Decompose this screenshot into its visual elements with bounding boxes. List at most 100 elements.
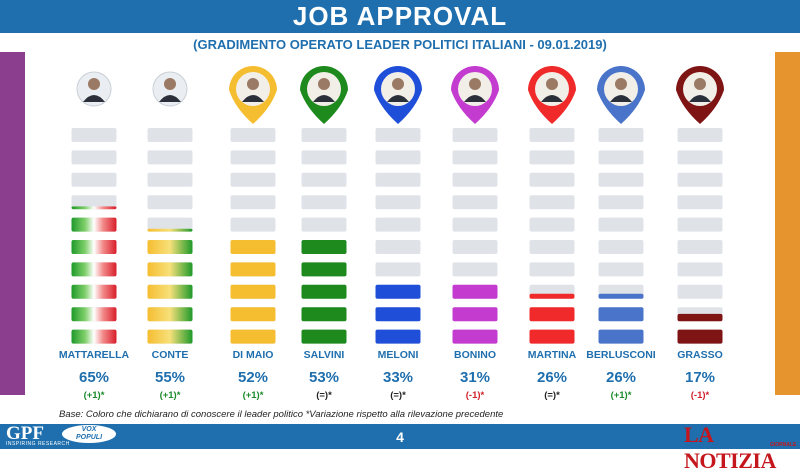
filled-block bbox=[147, 329, 193, 344]
right-accent-bar bbox=[775, 52, 800, 395]
leader-name: MATTARELLA bbox=[59, 349, 130, 361]
empty-block bbox=[598, 195, 644, 210]
empty-block bbox=[529, 217, 575, 232]
empty-block bbox=[375, 240, 421, 254]
empty-block bbox=[452, 128, 498, 142]
empty-block bbox=[529, 240, 575, 254]
empty-block bbox=[71, 150, 117, 165]
person-body-icon bbox=[610, 95, 632, 102]
empty-block bbox=[677, 284, 723, 299]
filled-block bbox=[71, 307, 117, 322]
empty-block bbox=[301, 217, 347, 232]
person-head-icon bbox=[469, 78, 481, 90]
filled-block bbox=[71, 284, 117, 299]
leader-name: GRASSO bbox=[677, 349, 723, 361]
approval-value: 65% bbox=[79, 369, 109, 386]
filled-block bbox=[375, 284, 421, 299]
person-body-icon bbox=[387, 95, 409, 102]
leader-name: DI MAIO bbox=[233, 349, 274, 361]
filled-block bbox=[230, 262, 276, 277]
leader-name: BONINO bbox=[454, 349, 496, 361]
empty-block bbox=[529, 195, 575, 210]
filled-block bbox=[71, 217, 117, 232]
vox-line2: POPULI bbox=[75, 434, 103, 441]
approval-value: 33% bbox=[383, 369, 413, 386]
empty-block bbox=[598, 172, 644, 187]
approval-value: 55% bbox=[155, 369, 185, 386]
filled-block bbox=[452, 307, 498, 322]
approval-value: 31% bbox=[460, 369, 490, 386]
empty-block bbox=[598, 240, 644, 254]
approval-change: (+1)* bbox=[243, 390, 264, 400]
empty-block bbox=[677, 262, 723, 277]
la-notizia-logo-sub: GIORNALE bbox=[770, 442, 797, 448]
empty-block bbox=[147, 172, 193, 187]
filled-block bbox=[452, 284, 498, 299]
filled-block bbox=[301, 307, 347, 322]
person-head-icon bbox=[615, 78, 627, 90]
empty-block bbox=[375, 195, 421, 210]
approval-change: (+1)* bbox=[84, 390, 105, 400]
empty-block bbox=[529, 172, 575, 187]
approval-value: 26% bbox=[537, 369, 567, 386]
empty-block bbox=[529, 150, 575, 165]
filled-block bbox=[230, 240, 276, 254]
filled-block bbox=[71, 240, 117, 254]
leader-name: BERLUSCONI bbox=[586, 349, 656, 361]
person-body-icon bbox=[242, 95, 264, 102]
filled-block bbox=[301, 262, 347, 277]
empty-block bbox=[529, 262, 575, 277]
approval-change: (-1)* bbox=[691, 390, 710, 400]
person-head-icon bbox=[318, 78, 330, 90]
empty-block bbox=[147, 217, 193, 232]
approval-change: (=)* bbox=[544, 390, 560, 400]
empty-block bbox=[677, 195, 723, 210]
empty-block bbox=[230, 150, 276, 165]
page-number: 4 bbox=[396, 429, 404, 445]
filled-block bbox=[230, 307, 276, 322]
gpf-logo-tagline: INSPIRING RESEARCH bbox=[6, 441, 70, 447]
empty-block bbox=[301, 150, 347, 165]
empty-block bbox=[230, 195, 276, 210]
empty-block bbox=[598, 262, 644, 277]
person-body-icon bbox=[83, 95, 105, 102]
empty-block bbox=[147, 195, 193, 210]
la-notizia-logo: LA NOTIZIA bbox=[684, 422, 776, 473]
person-head-icon bbox=[247, 78, 259, 90]
empty-block bbox=[452, 217, 498, 232]
approval-value: 52% bbox=[238, 369, 268, 386]
vox-populi-badge: VOX POPULI bbox=[62, 425, 116, 443]
person-head-icon bbox=[164, 78, 176, 90]
empty-block bbox=[375, 128, 421, 142]
empty-block bbox=[598, 128, 644, 142]
approval-change: (-1)* bbox=[466, 390, 485, 400]
leader-name: MARTINA bbox=[528, 349, 577, 361]
person-body-icon bbox=[159, 95, 181, 102]
empty-block bbox=[677, 217, 723, 232]
empty-block bbox=[375, 172, 421, 187]
gpf-logo: GPF bbox=[6, 423, 44, 444]
person-head-icon bbox=[88, 78, 100, 90]
filled-block bbox=[677, 313, 723, 322]
filled-block bbox=[375, 329, 421, 344]
approval-change: (+1)* bbox=[611, 390, 632, 400]
empty-block bbox=[230, 128, 276, 142]
filled-block bbox=[71, 329, 117, 344]
approval-chart: MATTARELLA 65% (+1)* CONTE 55% (+1)* DI MAIO 52… bbox=[59, 66, 724, 400]
filled-block bbox=[71, 262, 117, 277]
empty-block bbox=[375, 262, 421, 277]
left-accent-bar bbox=[0, 52, 25, 395]
filled-block bbox=[375, 307, 421, 322]
empty-block bbox=[301, 172, 347, 187]
filled-block bbox=[452, 329, 498, 344]
approval-value: 26% bbox=[606, 369, 636, 386]
approval-value: 53% bbox=[309, 369, 339, 386]
empty-block bbox=[301, 195, 347, 210]
filled-block bbox=[147, 262, 193, 277]
approval-value: 17% bbox=[685, 369, 715, 386]
empty-block bbox=[375, 150, 421, 165]
empty-block bbox=[230, 172, 276, 187]
vox-line1: VOX bbox=[81, 426, 97, 433]
filled-block bbox=[529, 293, 575, 299]
approval-change: (=)* bbox=[390, 390, 406, 400]
